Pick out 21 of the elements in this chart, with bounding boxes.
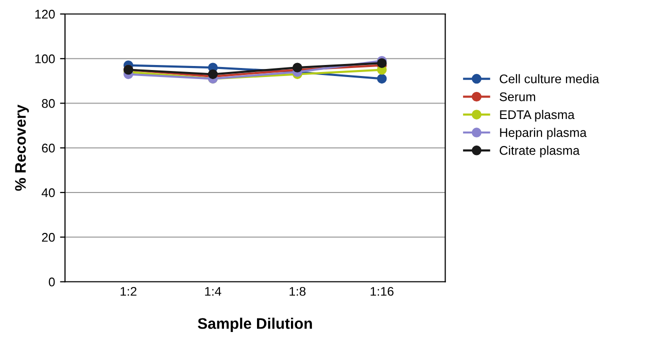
y-tick-label: 20 [42, 232, 55, 242]
y-tick-label: 80 [42, 99, 55, 108]
point [208, 69, 218, 80]
legend-label: EDTA plasma [500, 110, 575, 122]
y-tick-label: 0 [48, 278, 55, 286]
x-tick-label: 1:4 [205, 287, 222, 296]
legend-label: Heparin plasma [500, 128, 587, 140]
point [377, 74, 387, 84]
y-tick-label: 100 [35, 54, 55, 64]
y-tick-label: 60 [42, 144, 55, 153]
y-axis-title: % Recovery [15, 104, 29, 191]
x-tick-label: 1:8 [290, 286, 306, 296]
x-tick-label: 1:2 [120, 286, 136, 296]
x-axis-title: Sample Dilution [198, 318, 312, 332]
point [292, 62, 302, 72]
legend-label: Serum [500, 92, 536, 102]
y-tick-label: 40 [42, 188, 55, 198]
x-tick-label: 1:16 [370, 286, 394, 296]
legend-label: Citrate plasma [500, 146, 580, 158]
y-tick-label: 120 [35, 10, 55, 19]
legend-label: Cell culture media [500, 74, 600, 84]
